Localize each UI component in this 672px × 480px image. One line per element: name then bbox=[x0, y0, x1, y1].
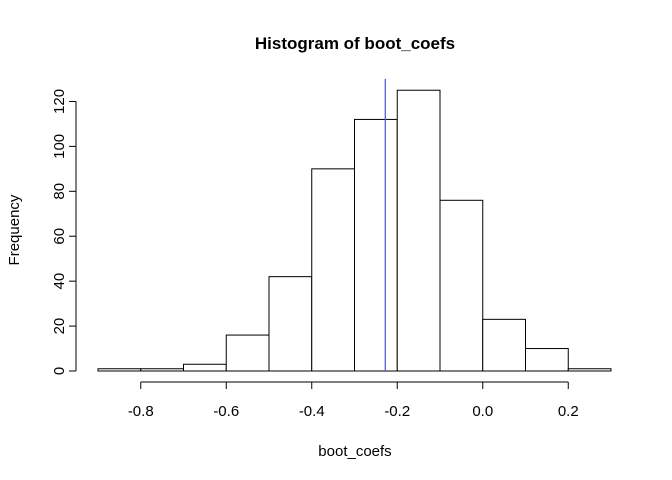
histogram-bar-8 bbox=[439, 199, 484, 372]
x-axis-label: boot_coefs bbox=[318, 443, 391, 460]
y-axis-label: Frequency bbox=[6, 194, 23, 265]
histogram-bar-0 bbox=[97, 368, 142, 372]
y-tick-label: 40 bbox=[51, 273, 68, 290]
y-axis: 0 20 40 60 80 100 120 bbox=[51, 89, 77, 375]
x-tick-label: -0.6 bbox=[213, 403, 239, 420]
x-tick-label: -0.2 bbox=[384, 403, 410, 420]
x-tick-label: -0.8 bbox=[128, 403, 154, 420]
histogram-bar-5 bbox=[311, 168, 355, 372]
y-tick-label: 80 bbox=[51, 183, 68, 200]
histogram-bar-11 bbox=[567, 368, 612, 372]
x-tick-label: -0.4 bbox=[299, 403, 325, 420]
y-tick-label: 20 bbox=[51, 318, 68, 335]
chart-title: Histogram of boot_coefs bbox=[255, 34, 455, 53]
histogram-bar-7 bbox=[396, 89, 441, 372]
x-tick-label: 0.2 bbox=[558, 403, 579, 420]
histogram-bar-9 bbox=[482, 318, 526, 372]
y-tick-label: 100 bbox=[51, 134, 68, 159]
histogram-bar-4 bbox=[268, 276, 313, 372]
histogram-bar-3 bbox=[225, 334, 270, 372]
histogram-bar-2 bbox=[183, 363, 227, 372]
x-axis: -0.8 -0.6 -0.4 -0.2 0.0 0.2 bbox=[128, 381, 579, 420]
histogram-bar-1 bbox=[140, 368, 184, 372]
y-tick-label: 0 bbox=[51, 367, 68, 375]
y-tick-label: 60 bbox=[51, 228, 68, 245]
histogram-bar-10 bbox=[525, 348, 569, 372]
x-tick-label: 0.0 bbox=[472, 403, 493, 420]
y-tick-label: 120 bbox=[51, 89, 68, 114]
bars-group bbox=[97, 89, 612, 372]
histogram-bar-6 bbox=[354, 118, 398, 372]
